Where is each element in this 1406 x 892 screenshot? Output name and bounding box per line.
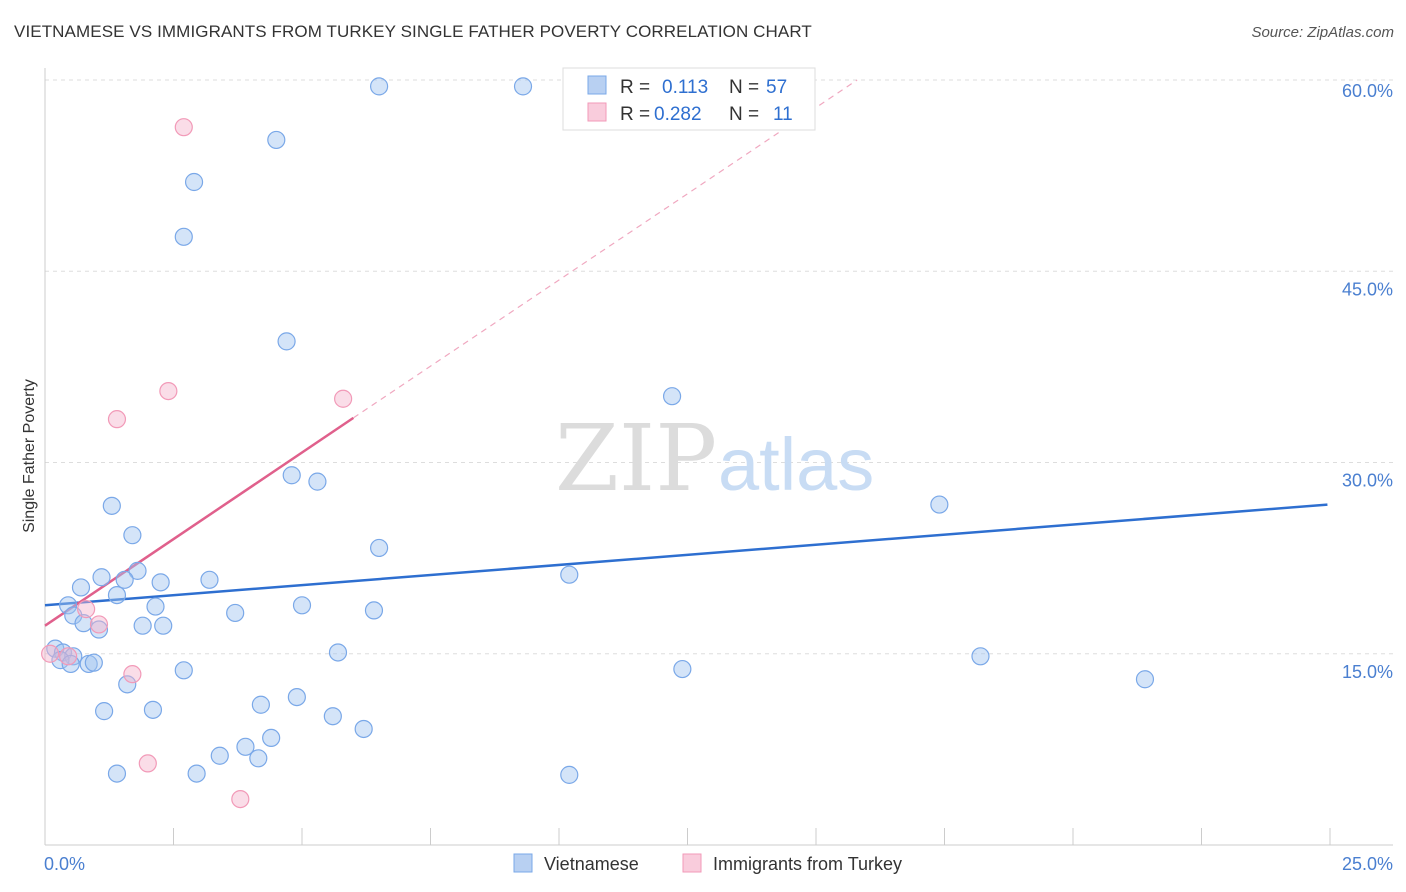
turkey-point — [123, 665, 142, 684]
chart-title: VIETNAMESE VS IMMIGRANTS FROM TURKEY SIN… — [14, 22, 812, 41]
vietnamese-point — [236, 737, 255, 756]
vietnamese-points — [46, 77, 1155, 784]
vietnamese-point — [930, 495, 949, 514]
y-axis-label: Single Father Poverty — [21, 379, 38, 533]
vietnamese-point — [143, 700, 163, 719]
vietnamese-point — [123, 526, 142, 545]
y-tick-label: 15.0% — [1342, 662, 1393, 682]
vietnamese-point — [118, 675, 137, 694]
y-tick-label: 45.0% — [1342, 279, 1393, 299]
vietnamese-point — [308, 472, 327, 491]
legend-r-value-vn: 0.113 — [662, 77, 708, 98]
bottom-swatch-vietnamese — [513, 853, 533, 873]
turkey-point — [77, 600, 96, 619]
vietnamese-point — [133, 616, 152, 635]
turkey-point — [138, 754, 157, 773]
vietnamese-point — [370, 77, 389, 96]
legend-swatch-turkey — [587, 102, 607, 122]
vietnamese-point — [323, 707, 342, 726]
x-tick-label-min: 0.0% — [44, 854, 85, 874]
legend-n-label-tr: N = — [729, 104, 759, 125]
vietnamese-point — [251, 695, 270, 714]
turkey-point — [159, 382, 178, 401]
bottom-legend-vietnamese: Vietnamese — [544, 854, 639, 874]
vietnamese-point — [292, 596, 312, 615]
turkey-point — [89, 615, 109, 634]
bottom-legend-turkey: Immigrants from Turkey — [713, 854, 902, 874]
watermark-atlas: atlas — [718, 423, 874, 506]
turkey-point — [334, 389, 353, 408]
turkey-points — [41, 118, 353, 809]
vietnamese-point — [560, 765, 579, 784]
legend-r-label-tr: R = — [620, 104, 650, 125]
gridlines — [45, 79, 1393, 655]
stats-legend: R = 0.113 N = 57 R = 0.282 N = 11 — [562, 67, 816, 131]
x-tick-label-max: 25.0% — [1342, 854, 1393, 874]
vietnamese-point — [210, 746, 229, 765]
vietnamese-point — [226, 603, 245, 623]
vietnamese-point — [200, 570, 219, 589]
vietnamese-point — [1135, 670, 1155, 689]
vietnamese-point — [107, 764, 127, 783]
vietnamese-point — [174, 661, 193, 680]
vietnamese-point — [95, 702, 114, 721]
vietnamese-point — [174, 227, 193, 246]
vietnamese-point — [128, 561, 147, 580]
legend-r-value-tr: 0.282 — [654, 104, 702, 125]
vietnamese-point — [184, 172, 204, 192]
source-label: Source: ZipAtlas.com — [1251, 24, 1394, 41]
turkey-trend-line — [44, 416, 355, 627]
vietnamese-point — [282, 466, 301, 485]
vietnamese-point — [673, 659, 692, 679]
vietnamese-point — [364, 601, 384, 620]
vietnamese-point — [267, 130, 286, 150]
vietnamese-point — [328, 643, 348, 662]
vietnamese-point — [84, 653, 103, 672]
vietnamese-point — [262, 728, 281, 748]
series-legend: Vietnamese Immigrants from Turkey — [513, 853, 902, 874]
x-axis-ticks — [44, 828, 1331, 845]
legend-n-value-vn: 57 — [766, 77, 787, 98]
legend-swatch-vietnamese — [587, 75, 607, 95]
turkey-point — [59, 647, 78, 666]
vietnamese-point — [354, 719, 373, 739]
y-tick-label: 60.0% — [1342, 81, 1393, 101]
turkey-point — [174, 118, 193, 137]
vietnamese-point — [146, 597, 165, 616]
vietnamese-point — [370, 538, 389, 558]
vietnamese-point — [971, 647, 990, 666]
vietnamese-point — [89, 620, 109, 639]
vietnamese-point — [287, 687, 306, 707]
vietnamese-point — [71, 578, 91, 597]
vietnamese-point — [187, 764, 206, 783]
vietnamese-point — [92, 568, 111, 587]
vietnamese-trend-line — [44, 503, 1328, 607]
trend-lines — [44, 79, 1328, 627]
legend-r-label-vn: R = — [620, 77, 650, 98]
vietnamese-point — [102, 496, 121, 515]
turkey-trend-extension — [353, 79, 858, 419]
watermark-zip: ZIP — [555, 405, 717, 512]
turkey-point — [231, 789, 250, 809]
vietnamese-point — [249, 749, 268, 768]
vietnamese-point — [662, 387, 682, 406]
vietnamese-point — [59, 596, 78, 615]
legend-n-value-tr: 11 — [773, 104, 793, 125]
y-axis-tick-labels: 15.0% 30.0% 45.0% 60.0% — [1342, 81, 1393, 682]
vietnamese-point — [560, 565, 579, 584]
vietnamese-point — [277, 332, 296, 351]
vietnamese-point — [107, 585, 127, 605]
vietnamese-point — [154, 616, 173, 635]
turkey-point — [107, 410, 127, 429]
vietnamese-point — [74, 614, 93, 633]
vietnamese-point — [151, 573, 170, 592]
turkey-point — [41, 644, 60, 663]
y-tick-label: 30.0% — [1342, 471, 1393, 491]
vietnamese-point — [115, 570, 134, 589]
vietnamese-point — [513, 77, 533, 96]
legend-n-label-vn: N = — [729, 77, 759, 98]
bottom-swatch-turkey — [682, 853, 702, 873]
